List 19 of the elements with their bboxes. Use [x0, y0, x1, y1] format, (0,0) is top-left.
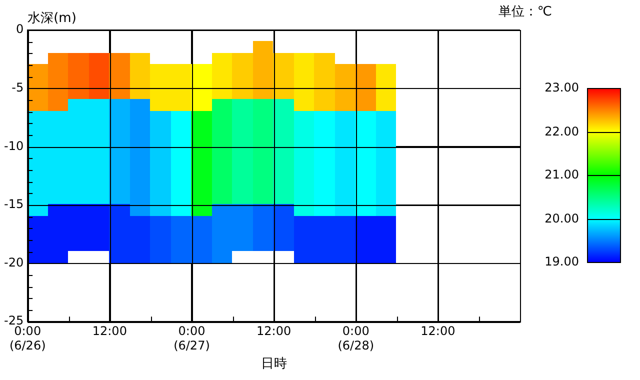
color-bar-title: 単位：℃ [498, 4, 552, 20]
y-tick-label: -15 [4, 197, 24, 212]
y-tick-label: -20 [4, 255, 24, 270]
y-tick-label: -5 [12, 80, 24, 94]
x-tick-label: 0:00 (6/28) [338, 324, 374, 352]
x-axis-title: 日時 [260, 356, 287, 372]
y-tick-label: -10 [4, 138, 24, 153]
color-bar-label: 21.00 [544, 168, 579, 182]
y-axis-title: 水深(m) [28, 10, 76, 26]
x-tick-label: 12:00 [92, 324, 127, 338]
color-bar-label: 20.00 [544, 212, 579, 226]
y-tick-label: 0 [16, 22, 24, 36]
x-tick-label: 0:00 (6/27) [174, 324, 210, 352]
x-tick-label: 0:00 (6/26) [9, 324, 46, 352]
x-tick-label: 12:00 [256, 324, 292, 338]
x-tick-label: 12:00 [420, 324, 456, 338]
color-bar-label: 22.00 [544, 124, 579, 139]
color-bar-label: 23.00 [544, 80, 579, 95]
color-bar-label: 19.00 [544, 254, 579, 269]
